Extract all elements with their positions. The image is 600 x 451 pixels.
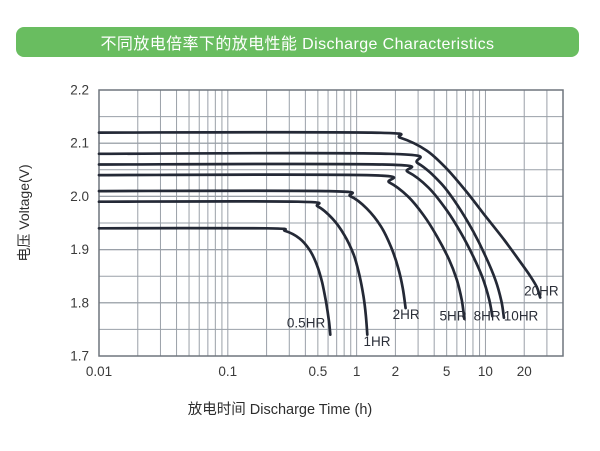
plot-border: [98, 89, 564, 357]
curve-8HR: [97, 162, 494, 318]
y-tick-label: 2.2: [70, 83, 89, 98]
title-bar: 不同放电倍率下的放电性能 Discharge Characteristics: [16, 27, 579, 57]
x-axis-title: 放电时间 Discharge Time (h): [188, 401, 373, 418]
curve-label-2HR: 2HR: [393, 307, 420, 322]
y-tick-label: 1.9: [70, 242, 89, 257]
y-tick-label: 2.1: [70, 136, 89, 151]
curve-10HR: [97, 151, 506, 320]
curve-label-0.5HR: 0.5HR: [287, 316, 326, 331]
curve-2HR: [97, 189, 407, 310]
x-tick-label: 1: [353, 364, 361, 379]
x-tick-label: 5: [443, 364, 451, 379]
curve-20HR: [97, 130, 542, 299]
curve-label-1HR: 1HR: [364, 334, 391, 349]
x-tick-label: 0.01: [86, 364, 112, 379]
x-tick-label: 0.1: [218, 364, 237, 379]
curve-0.5HR: [97, 226, 332, 337]
curve-label-10HR: 10HR: [504, 309, 539, 324]
x-tick-label: 20: [517, 364, 532, 379]
curve-5HR: [97, 173, 466, 321]
y-tick-label: 1.7: [70, 349, 89, 364]
x-tick-label: 0.5: [308, 364, 327, 379]
y-tick-label: 1.8: [70, 295, 89, 310]
y-tick-label: 2.0: [70, 189, 89, 204]
curve-label-5HR: 5HR: [440, 309, 467, 324]
curve-label-20HR: 20HR: [524, 284, 559, 299]
page-title: 不同放电倍率下的放电性能 Discharge Characteristics: [100, 36, 495, 53]
curve-1HR: [97, 199, 369, 337]
y-axis-title: 电压 Voltage(V): [16, 164, 32, 261]
x-tick-label: 2: [392, 364, 400, 379]
curve-label-8HR: 8HR: [474, 309, 501, 324]
x-tick-label: 10: [478, 364, 493, 379]
